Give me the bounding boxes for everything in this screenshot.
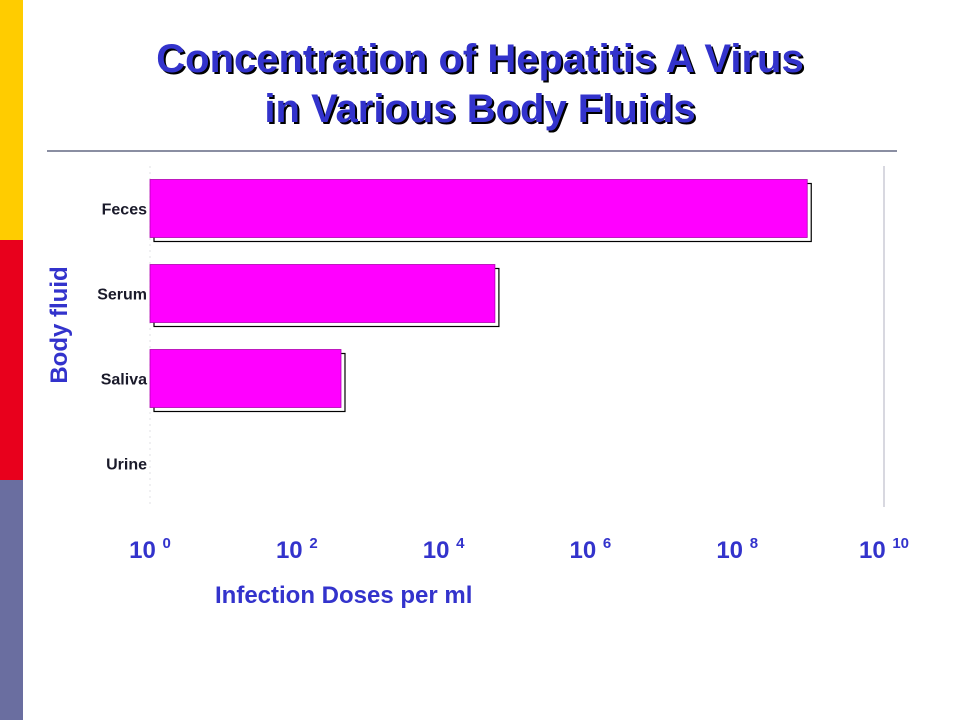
title-divider	[47, 150, 897, 152]
sidebar-segment-slate	[0, 480, 23, 720]
category-label-saliva: Saliva	[101, 372, 147, 389]
slide-sidebar	[0, 0, 23, 720]
bars	[149, 179, 812, 413]
x-tick-labels: 10 0 10 2 10 4 10 6 10 8 10 10	[129, 535, 909, 564]
x-tick-label: 10 4	[423, 535, 465, 564]
bar-serum	[149, 264, 500, 328]
bar-saliva	[149, 349, 346, 413]
title-line-1: Concentration of Hepatitis A Virus	[156, 37, 804, 81]
bar-feces	[149, 179, 812, 243]
title-line-2: in Various Body Fluids	[264, 87, 696, 131]
x-tick-label: 10 10	[859, 535, 909, 564]
y-axis-label: Body fluid	[46, 266, 73, 384]
category-label-serum: Serum	[97, 287, 147, 304]
category-labels: Feces Serum Saliva Urine	[97, 202, 147, 474]
slide-title: Concentration of Hepatitis A Virus in Va…	[30, 34, 930, 134]
sidebar-segment-red	[0, 240, 23, 480]
x-tick-label: 10 0	[129, 535, 171, 564]
x-tick-label: 10 6	[570, 535, 612, 564]
x-axis-label: Infection Doses per ml	[215, 582, 473, 609]
sidebar-segment-yellow	[0, 0, 23, 240]
category-label-urine: Urine	[106, 457, 147, 474]
category-label-feces: Feces	[102, 202, 147, 219]
x-tick-label: 10 8	[716, 535, 758, 564]
x-tick-label: 10 2	[276, 535, 318, 564]
